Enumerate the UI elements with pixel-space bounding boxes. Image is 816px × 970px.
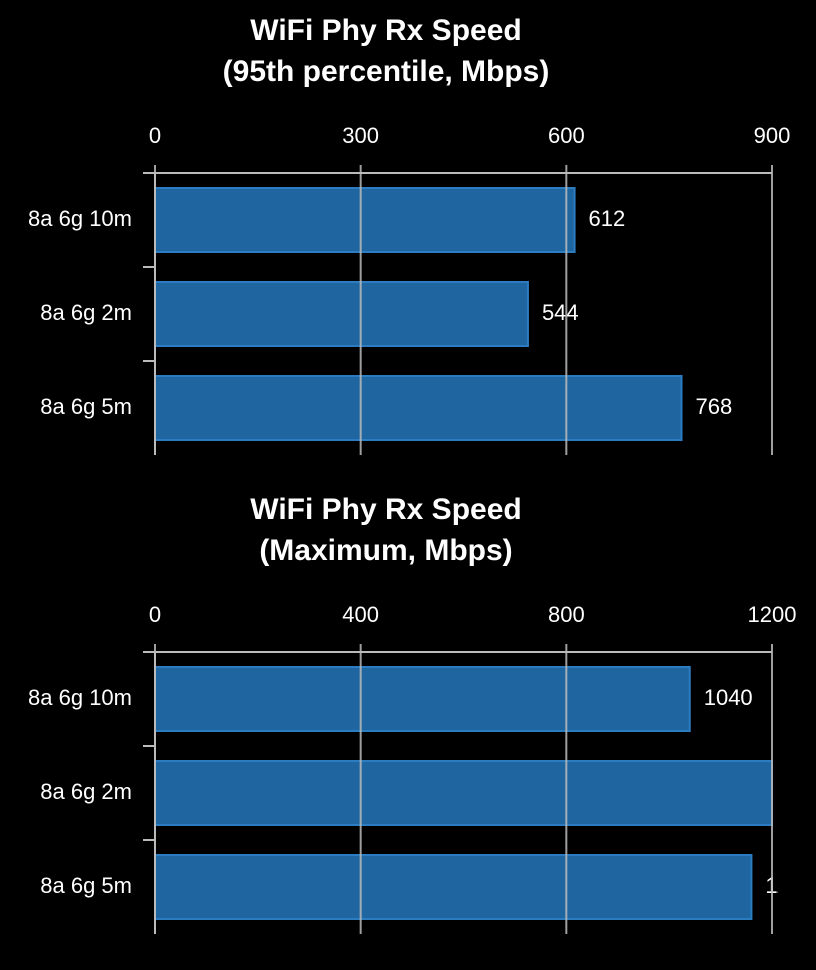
y-tick-label: 8a 6g 5m: [40, 394, 132, 419]
x-tick-label: 600: [548, 123, 585, 148]
bar: [154, 281, 529, 347]
x-tick-label: 1200: [748, 602, 797, 627]
data-label: 1040: [704, 685, 753, 710]
y-tick-label: 8a 6g 2m: [40, 300, 132, 325]
y-tick-label: 8a 6g 10m: [28, 206, 132, 231]
x-tick-label: 900: [754, 123, 791, 148]
data-label: 1200: [786, 779, 816, 804]
bar: [154, 760, 773, 826]
x-tick-label: 400: [342, 602, 379, 627]
plot: 612 544 768: [154, 187, 733, 441]
plot: 104012001160: [154, 666, 816, 920]
x-tick-label: 0: [149, 602, 161, 627]
data-label: 544: [542, 300, 579, 325]
y-tick-label: 8a 6g 5m: [40, 873, 132, 898]
bar: [154, 187, 576, 253]
y-tick-label: 8a 6g 2m: [40, 779, 132, 804]
bar: [154, 375, 683, 441]
x-tick-label: 300: [342, 123, 379, 148]
chart-subtitle: (Maximum, Mbps): [259, 534, 512, 567]
x-tick-label: 800: [548, 602, 585, 627]
chart-title: WiFi Phy Rx Speed: [250, 493, 521, 526]
bar: [154, 666, 691, 732]
bar: [154, 854, 753, 920]
y-tick-label: 8a 6g 10m: [28, 685, 132, 710]
x-tick-label: 0: [149, 123, 161, 148]
chart-subtitle: (95th percentile, Mbps): [223, 55, 550, 88]
data-label: 612: [589, 206, 626, 231]
chart-title: WiFi Phy Rx Speed: [250, 14, 521, 47]
data-label: 768: [696, 394, 733, 419]
